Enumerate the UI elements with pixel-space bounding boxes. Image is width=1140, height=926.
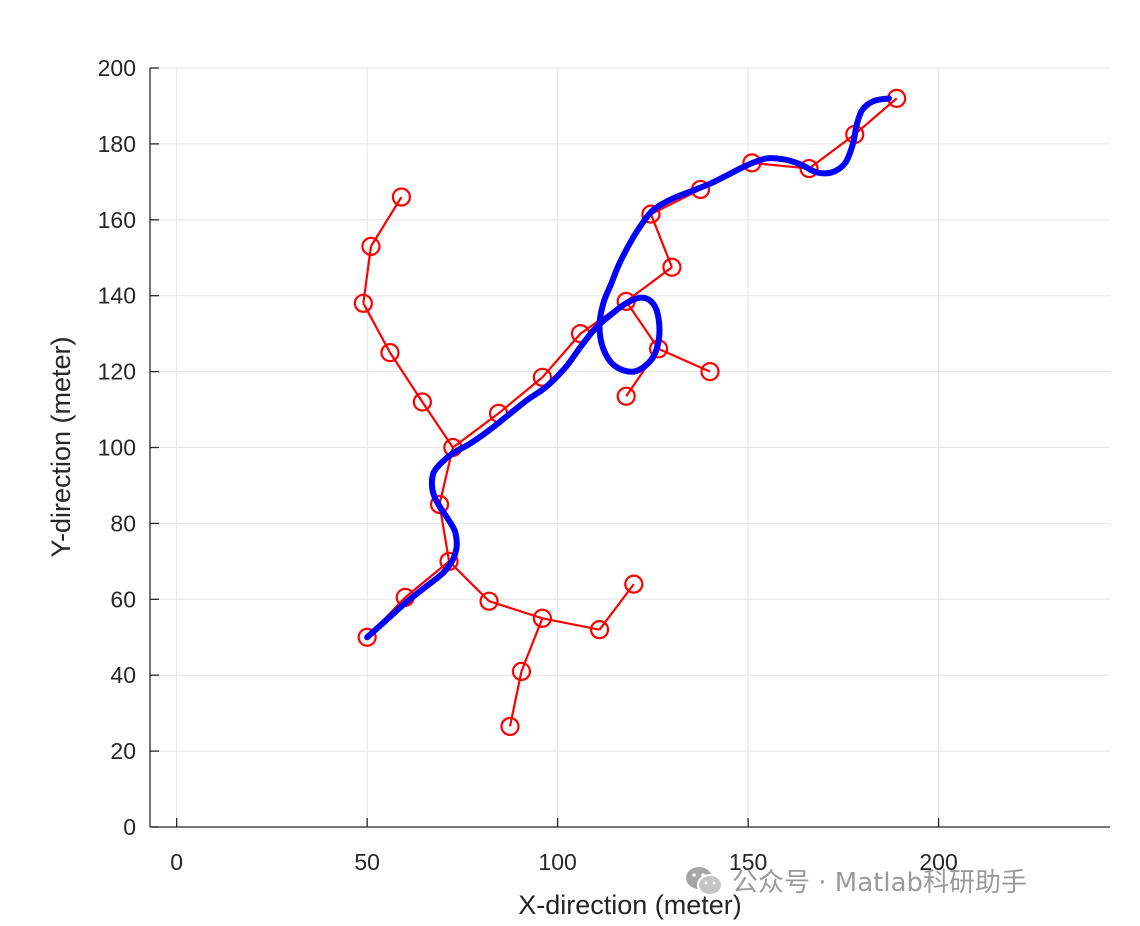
tree-node <box>641 204 661 224</box>
tree-edge <box>370 196 403 247</box>
wechat-icon <box>686 866 723 896</box>
y-tick-label: 60 <box>110 586 136 612</box>
grid-layer <box>150 67 1110 828</box>
y-tick-label: 180 <box>98 131 136 157</box>
y-tick-label: 20 <box>110 738 136 764</box>
x-tick-label: 50 <box>354 849 380 875</box>
tree-node <box>412 392 432 412</box>
tree-node <box>589 620 610 640</box>
y-tick-label: 120 <box>98 359 136 385</box>
tree-edge <box>542 617 600 631</box>
tree-edge <box>389 352 424 403</box>
y-tick-label: 160 <box>98 207 136 233</box>
y-tick-label: 140 <box>98 283 136 309</box>
tree-node <box>511 661 532 682</box>
tree-layer <box>353 88 907 737</box>
tree-node <box>380 343 400 363</box>
tree-node <box>532 367 552 387</box>
x-axis-label: X-direction (meter) <box>518 890 742 920</box>
path-layer <box>364 95 892 641</box>
x-tick-label: 0 <box>170 849 183 875</box>
watermark-text: 公众号 · Matlab科研助手 <box>732 868 1028 898</box>
tree-node <box>479 591 499 611</box>
tree-node <box>357 627 377 647</box>
y-tick-label: 200 <box>98 55 136 81</box>
y-axis-label: Y-direction (meter) <box>46 336 76 557</box>
tree-node <box>361 236 381 256</box>
tree-node <box>662 257 682 277</box>
y-tick-label: 40 <box>110 662 136 688</box>
watermark: 公众号 · Matlab科研助手 <box>684 862 1027 899</box>
y-tick-label: 0 <box>123 814 136 840</box>
y-tick-label: 100 <box>98 435 136 461</box>
tree-node <box>616 386 636 406</box>
labels-layer: 0 50 100 150 200 0 20 40 60 80 100 120 140 160 180 200 <box>98 55 958 875</box>
y-tick-label: 80 <box>110 510 136 536</box>
x-tick-label: 150 <box>729 849 767 875</box>
tree-node <box>799 158 819 179</box>
tree-node <box>429 494 450 515</box>
tree-edge <box>541 332 582 379</box>
axes-layer <box>149 67 1110 828</box>
tree-node <box>700 362 720 382</box>
tree-node <box>353 293 373 313</box>
smoothed-path <box>364 95 892 641</box>
tree-node <box>624 574 644 594</box>
x-tick-label: 100 <box>538 849 576 875</box>
tree-node <box>532 608 552 628</box>
x-tick-label: 200 <box>919 849 957 875</box>
tree-node <box>391 187 412 207</box>
tree-node <box>500 716 520 737</box>
